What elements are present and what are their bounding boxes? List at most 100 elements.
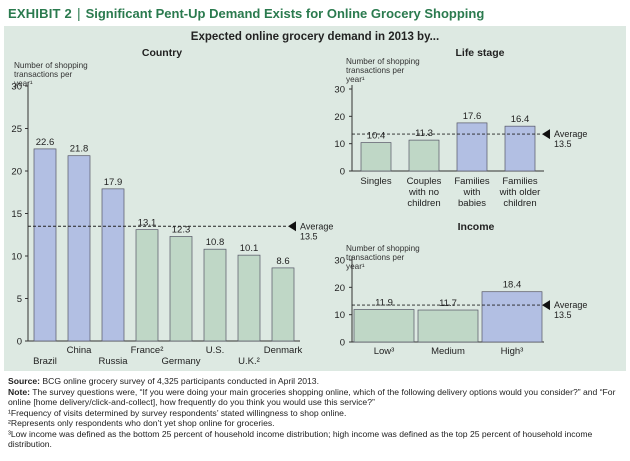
footnote-3: ³Low income was defined as the bottom 25… — [8, 428, 593, 450]
note-label: Note: — [8, 386, 30, 397]
category-label: High³ — [501, 346, 524, 357]
y-axis-label: Number of shopping — [346, 244, 420, 253]
y-tick-label: 10 — [334, 139, 345, 150]
category-label: Medium — [431, 346, 465, 357]
category-label: Germany — [161, 356, 200, 367]
y-axis-label: transactions per — [346, 253, 405, 262]
average-arrow-icon — [542, 300, 550, 311]
bar-value-label: 17.6 — [463, 111, 482, 122]
bar-value-label: 10.4 — [367, 131, 386, 142]
average-arrow-icon — [542, 129, 550, 140]
category-label: children — [407, 198, 440, 209]
bar-value-label: 8.6 — [276, 256, 289, 267]
header-separator: | — [76, 5, 81, 21]
category-label: children — [503, 198, 536, 209]
bar — [101, 188, 125, 342]
bar — [237, 254, 261, 342]
category-label: U.K.² — [238, 356, 260, 367]
chart-title: Life stage — [455, 47, 504, 59]
charts-canvas: Expected online grocery demand in 2013 b… — [11, 31, 587, 367]
category-label: Denmark — [264, 345, 303, 356]
bar — [135, 229, 159, 342]
bar-value-label: 22.6 — [36, 137, 55, 148]
bar — [33, 148, 57, 342]
chart-life-stage: Life stage Number of shoppingtransactions… — [334, 47, 587, 209]
y-tick-label: 30 — [334, 85, 345, 96]
bar — [203, 248, 227, 342]
y-axis-label: Number of shopping — [14, 61, 88, 70]
bar — [456, 122, 488, 172]
y-tick-label: 0 — [340, 338, 345, 349]
category-label: Brazil — [33, 356, 57, 367]
bar-value-label: 13.1 — [138, 218, 157, 229]
bar — [481, 291, 543, 343]
y-tick-label: 20 — [11, 167, 22, 178]
y-tick-label: 25 — [11, 124, 22, 135]
exhibit-title: Significant Pent-Up Demand Exists for On… — [85, 5, 485, 21]
bar — [360, 142, 392, 172]
y-tick-label: 20 — [334, 283, 345, 294]
source-line: Source: BCG online grocery survey of 4,3… — [8, 376, 624, 387]
category-label: Couples — [407, 176, 442, 187]
y-tick-label: 30 — [11, 82, 22, 93]
y-axis-label: year¹ — [346, 262, 365, 271]
y-tick-label: 20 — [334, 112, 345, 123]
average-value-label: 13.5 — [554, 139, 572, 149]
chart-title: Income — [458, 221, 495, 233]
category-label: with no — [408, 187, 439, 198]
source-label: Source: — [8, 376, 40, 386]
bar-value-label: 21.8 — [70, 144, 89, 155]
average-value-label: 13.5 — [300, 231, 318, 241]
y-tick-label: 0 — [340, 167, 345, 178]
y-axis-label: year¹ — [14, 79, 33, 88]
bar-value-label: 10.8 — [206, 237, 225, 248]
average-label: Average — [554, 129, 587, 139]
y-tick-label: 5 — [17, 294, 22, 305]
exhibit-number: EXHIBIT 2 — [8, 5, 72, 21]
category-label: with — [463, 187, 481, 198]
chart-title: Country — [142, 47, 182, 59]
bar-value-label: 18.4 — [503, 280, 522, 291]
y-tick-label: 0 — [17, 337, 22, 348]
category-label: China — [67, 345, 93, 356]
category-label: Singles — [360, 176, 391, 187]
category-label: Families — [502, 176, 538, 187]
category-label: Families — [454, 176, 490, 187]
bar-value-label: 10.1 — [240, 243, 259, 254]
category-label: Low³ — [374, 346, 395, 357]
y-axis-label: Number of shopping — [346, 57, 420, 66]
y-axis-label: year¹ — [346, 75, 365, 84]
y-tick-label: 30 — [334, 256, 345, 267]
bar — [169, 236, 193, 342]
y-axis-label: transactions per — [14, 70, 73, 79]
bar — [67, 155, 91, 342]
y-tick-label: 15 — [11, 209, 22, 220]
chart-panel: Expected online grocery demand in 2013 b… — [4, 26, 626, 371]
note-text: The survey questions were, “If you were … — [8, 386, 616, 408]
y-tick-label: 10 — [11, 252, 22, 263]
average-label: Average — [554, 300, 587, 310]
category-label: U.S. — [206, 345, 224, 356]
exhibit-header: EXHIBIT 2 | Significant Pent-Up Demand E… — [0, 0, 630, 26]
bar-value-label: 11.3 — [415, 128, 433, 139]
y-tick-label: 10 — [334, 310, 345, 321]
bar-value-label: 17.9 — [104, 177, 123, 188]
bar — [271, 267, 295, 342]
bar-value-label: 16.4 — [511, 114, 530, 125]
figure-title: Expected online grocery demand in 2013 b… — [191, 31, 439, 43]
footnote-2: ²Represents only respondents who don’t y… — [8, 418, 275, 428]
y-axis-label: transactions per — [346, 66, 405, 75]
average-value-label: 13.5 — [554, 310, 572, 320]
category-label: France² — [131, 345, 164, 356]
bar — [408, 139, 440, 172]
average-arrow-icon — [288, 221, 296, 232]
bar-value-label: 11.7 — [439, 298, 457, 309]
note-line: Note: The survey questions were, “If you… — [8, 387, 624, 408]
average-label: Average — [300, 221, 333, 231]
bar — [353, 309, 415, 343]
category-label: babies — [458, 198, 486, 209]
source-text: BCG online grocery survey of 4,325 parti… — [40, 376, 319, 386]
